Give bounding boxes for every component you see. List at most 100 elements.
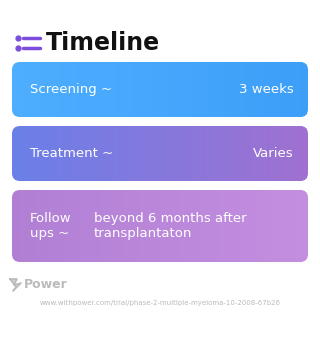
Bar: [47, 126, 50, 181]
Bar: [97, 190, 99, 262]
Text: 3 weeks: 3 weeks: [239, 83, 294, 96]
Bar: [188, 62, 190, 117]
Bar: [253, 126, 255, 181]
Bar: [205, 62, 208, 117]
Bar: [16, 62, 19, 117]
Bar: [189, 126, 192, 181]
Bar: [79, 190, 82, 262]
Bar: [83, 190, 85, 262]
Bar: [61, 190, 64, 262]
Bar: [65, 126, 68, 181]
Bar: [219, 62, 222, 117]
Bar: [87, 126, 90, 181]
Bar: [142, 190, 145, 262]
Bar: [26, 62, 28, 117]
Bar: [253, 190, 255, 262]
Bar: [83, 62, 85, 117]
Bar: [26, 126, 28, 181]
Bar: [12, 254, 20, 262]
Bar: [119, 62, 121, 117]
Bar: [172, 62, 174, 117]
Bar: [115, 190, 117, 262]
Bar: [111, 126, 113, 181]
Bar: [63, 126, 66, 181]
Bar: [282, 126, 285, 181]
Bar: [211, 190, 214, 262]
Bar: [221, 126, 224, 181]
Bar: [241, 126, 244, 181]
Bar: [229, 62, 232, 117]
Bar: [22, 126, 24, 181]
Bar: [18, 62, 20, 117]
Bar: [273, 190, 275, 262]
Bar: [144, 126, 147, 181]
Bar: [186, 62, 188, 117]
Bar: [257, 190, 259, 262]
Bar: [34, 190, 36, 262]
Bar: [132, 126, 135, 181]
Bar: [55, 126, 58, 181]
Bar: [174, 190, 176, 262]
Bar: [119, 126, 121, 181]
Bar: [158, 62, 161, 117]
Bar: [259, 190, 261, 262]
Bar: [107, 126, 109, 181]
Bar: [265, 62, 267, 117]
Bar: [73, 126, 76, 181]
Bar: [251, 126, 253, 181]
Bar: [292, 190, 295, 262]
Bar: [227, 62, 229, 117]
Bar: [178, 126, 180, 181]
Bar: [99, 62, 101, 117]
Bar: [249, 62, 251, 117]
Bar: [67, 190, 70, 262]
Bar: [95, 62, 97, 117]
Bar: [144, 62, 147, 117]
Bar: [211, 62, 214, 117]
Bar: [189, 62, 192, 117]
Bar: [124, 126, 127, 181]
Bar: [290, 190, 293, 262]
Bar: [259, 126, 261, 181]
Bar: [284, 62, 287, 117]
Bar: [101, 62, 103, 117]
Bar: [290, 126, 293, 181]
Bar: [270, 62, 273, 117]
Text: Screening ~: Screening ~: [30, 83, 112, 96]
Bar: [188, 62, 190, 117]
Bar: [71, 190, 74, 262]
Text: Power: Power: [24, 279, 68, 291]
Bar: [265, 126, 267, 181]
Bar: [284, 190, 287, 262]
Bar: [176, 62, 178, 117]
Bar: [225, 190, 228, 262]
Bar: [290, 126, 293, 181]
Bar: [75, 190, 78, 262]
Bar: [79, 62, 82, 117]
Bar: [176, 190, 178, 262]
Bar: [241, 62, 244, 117]
Bar: [136, 62, 139, 117]
Bar: [148, 126, 151, 181]
Bar: [247, 190, 249, 262]
Bar: [93, 62, 95, 117]
Bar: [302, 126, 305, 181]
Bar: [99, 190, 101, 262]
Bar: [249, 62, 251, 117]
Bar: [257, 126, 259, 181]
Bar: [61, 126, 64, 181]
Bar: [219, 62, 222, 117]
Bar: [286, 190, 289, 262]
Bar: [186, 190, 188, 262]
Bar: [223, 126, 226, 181]
Bar: [12, 62, 14, 117]
Bar: [42, 126, 44, 181]
Bar: [109, 62, 111, 117]
Bar: [237, 190, 239, 262]
Bar: [57, 62, 60, 117]
Bar: [278, 190, 281, 262]
Bar: [132, 190, 135, 262]
Bar: [50, 62, 52, 117]
Bar: [215, 126, 218, 181]
Bar: [221, 126, 224, 181]
